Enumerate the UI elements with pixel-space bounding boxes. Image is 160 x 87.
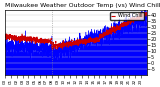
Legend: Wind Chill: Wind Chill <box>110 12 144 20</box>
Text: Milwaukee Weather Outdoor Temp (vs) Wind Chill per Minute (Last 24 Hours): Milwaukee Weather Outdoor Temp (vs) Wind… <box>5 3 160 8</box>
